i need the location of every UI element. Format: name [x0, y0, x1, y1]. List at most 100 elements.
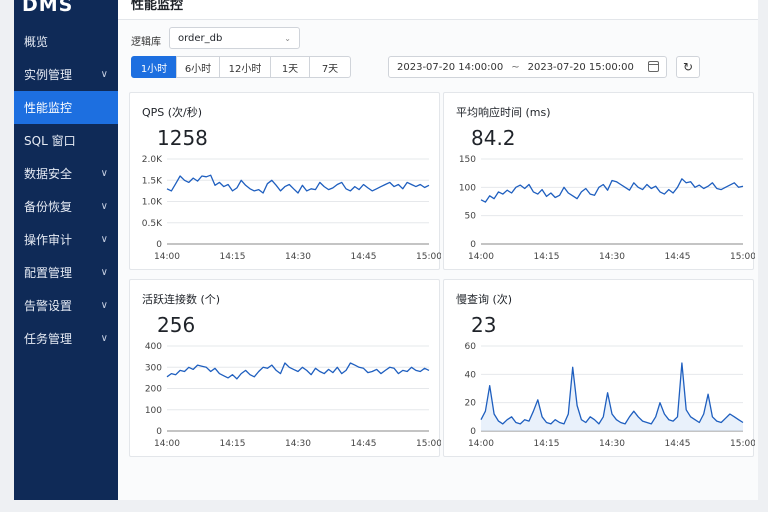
card-value: 1258	[157, 126, 208, 150]
refresh-button[interactable]: ↻	[676, 56, 700, 78]
x-tick-label: 14:00	[154, 252, 180, 262]
qps-card: QPS (次/秒) 1258 0 0.5K 1.0K 1.5K 2.0K 14:00 14:…	[129, 92, 441, 270]
x-tick-label: 14:15	[220, 252, 246, 262]
x-tick-label: 14:30	[285, 439, 311, 449]
y-tick-label: 0	[156, 240, 162, 250]
series-line	[166, 174, 430, 194]
sidebar-item[interactable]: 配置管理 ∨	[14, 256, 118, 289]
calendar-icon[interactable]	[648, 61, 659, 72]
x-tick-label: 14:45	[351, 439, 377, 449]
x-tick-label: 14:15	[534, 252, 560, 262]
x-tick-label: 15:00	[416, 252, 441, 262]
time-range-selector: 1小时 6小时 12小时 1天 7天	[131, 56, 351, 78]
card-title: 慢查询 (次)	[456, 293, 513, 306]
series-line	[166, 362, 430, 380]
y-tick-label: 400	[145, 342, 162, 352]
db-select[interactable]: order_db ⌄	[169, 27, 300, 49]
chevron-down-icon: ∨	[100, 201, 108, 212]
y-tick-label: 60	[465, 342, 477, 352]
page-title: 性能监控	[131, 0, 184, 13]
x-tick-label: 14:15	[534, 439, 560, 449]
card-title: QPS (次/秒)	[142, 106, 203, 119]
time-range-button[interactable]: 1小时	[131, 56, 177, 78]
y-tick-label: 40	[465, 370, 477, 380]
refresh-icon: ↻	[682, 60, 694, 74]
db-filter-label: 逻辑库	[131, 37, 161, 48]
connections-chart: 0 100 200 300 400 14:00 14:15 14:30 14:45 15:00	[145, 342, 441, 449]
x-tick-label: 14:45	[665, 439, 691, 449]
y-tick-label: 200	[145, 385, 162, 395]
sidebar-item[interactable]: SQL 窗口	[14, 124, 118, 157]
chevron-down-icon: ∨	[100, 300, 108, 311]
sidebar-nav: 概览 实例管理 ∨ 性能监控 SQL 窗口 数据安全 ∨ 备份恢复 ∨ 操作审计 ∨ 配置管理 ∨ 告警设…	[14, 25, 118, 355]
main-content: 性能监控 逻辑库 order_db ⌄ 1小时 6小时 12小时 1天 7天 2023-…	[118, 0, 758, 500]
chevron-down-icon: ∨	[100, 267, 108, 278]
x-tick-label: 14:00	[468, 439, 494, 449]
range-start: 2023-07-20 14:00:00	[397, 61, 504, 73]
sidebar-item[interactable]: 实例管理 ∨	[14, 58, 118, 91]
y-tick-label: 0	[470, 427, 476, 437]
y-tick-label: 0.5K	[142, 219, 163, 229]
app-logo: DMS	[22, 0, 74, 16]
chevron-down-icon: ∨	[100, 69, 108, 80]
y-tick-label: 1.0K	[142, 198, 163, 208]
y-tick-label: 150	[459, 155, 476, 165]
y-tick-label: 300	[145, 363, 162, 373]
x-tick-label: 15:00	[730, 252, 755, 262]
response-time-chart: 0 50 100 150 14:00 14:15 14:30 14:45 15:00	[459, 155, 755, 262]
card-value: 84.2	[471, 126, 516, 150]
chevron-down-icon: ∨	[100, 168, 108, 179]
series-area	[481, 363, 743, 431]
response-time-card: 平均响应时间 (ms) 84.2 0 50 100 150 14:00 14:15 14:3…	[443, 92, 755, 270]
card-value: 23	[471, 313, 497, 337]
sidebar-item-label: 操作审计	[24, 233, 73, 247]
time-range-button[interactable]: 1天	[270, 56, 310, 78]
sidebar-item[interactable]: 概览	[14, 25, 118, 58]
range-end: 2023-07-20 15:00:00	[527, 61, 634, 73]
x-tick-label: 14:30	[599, 439, 625, 449]
sidebar-item-label: 备份恢复	[24, 200, 73, 214]
x-tick-label: 14:45	[665, 252, 691, 262]
y-tick-label: 0	[156, 427, 162, 437]
sidebar-item-label: 性能监控	[24, 101, 73, 115]
y-tick-label: 20	[465, 399, 477, 409]
sidebar-item[interactable]: 任务管理 ∨	[14, 322, 118, 355]
card-title: 活跃连接数 (个)	[142, 293, 221, 306]
sidebar-item[interactable]: 备份恢复 ∨	[14, 190, 118, 223]
x-tick-label: 14:30	[599, 252, 625, 262]
sidebar-item-label: 任务管理	[24, 332, 73, 346]
x-tick-label: 14:00	[154, 439, 180, 449]
x-tick-label: 14:45	[351, 252, 377, 262]
qps-chart: 0 0.5K 1.0K 1.5K 2.0K 14:00 14:15 14:30 14:45 15:…	[142, 155, 441, 262]
sidebar-item-label: 实例管理	[24, 68, 73, 82]
sidebar-item-label: 配置管理	[24, 266, 73, 280]
y-tick-label: 2.0K	[142, 155, 163, 165]
sidebar-item-label: SQL 窗口	[24, 134, 76, 148]
y-tick-label: 1.5K	[142, 176, 163, 186]
card-title: 平均响应时间 (ms)	[456, 106, 551, 119]
x-tick-label: 14:30	[285, 252, 311, 262]
time-range-button[interactable]: 12小时	[219, 56, 271, 78]
chevron-down-icon: ∨	[100, 333, 108, 344]
range-separator: ~	[511, 61, 520, 73]
sidebar-item-label: 告警设置	[24, 299, 73, 313]
slow-query-chart: 0 20 40 60 14:00 14:15 14:30 14:45 15:00	[465, 342, 755, 449]
sidebar-item[interactable]: 数据安全 ∨	[14, 157, 118, 190]
db-select-value: order_db	[178, 32, 223, 44]
connections-card: 活跃连接数 (个) 256 0 100 200 300 400 14:00 14:15 14:…	[129, 279, 441, 457]
time-range-button[interactable]: 7天	[309, 56, 351, 78]
y-tick-label: 50	[465, 212, 477, 222]
x-tick-label: 15:00	[416, 439, 441, 449]
x-tick-label: 14:15	[220, 439, 246, 449]
sidebar-item[interactable]: 操作审计 ∨	[14, 223, 118, 256]
series-line	[480, 178, 744, 203]
sidebar-item[interactable]: 性能监控	[14, 91, 118, 124]
card-value: 256	[157, 313, 196, 337]
x-tick-label: 14:00	[468, 252, 494, 262]
slow-query-card: 慢查询 (次) 23 0 20 40 60 14:00 14:15 14:30 14:45 15…	[443, 279, 755, 457]
date-range-picker[interactable]: 2023-07-20 14:00:00 ~ 2023-07-20 15:00:0…	[388, 56, 667, 78]
y-tick-label: 100	[145, 406, 162, 416]
time-range-button[interactable]: 6小时	[176, 56, 220, 78]
y-tick-label: 100	[459, 183, 476, 193]
sidebar-item[interactable]: 告警设置 ∨	[14, 289, 118, 322]
